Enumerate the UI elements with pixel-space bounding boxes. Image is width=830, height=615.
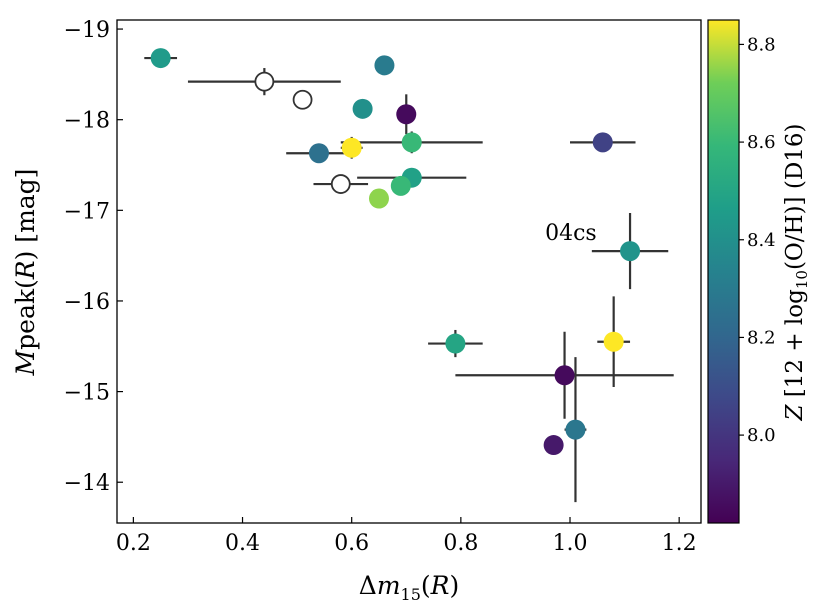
data-point xyxy=(554,365,575,386)
data-point xyxy=(592,132,613,153)
y-tick-label: −19 xyxy=(64,18,110,43)
data-point xyxy=(401,132,422,153)
data-point xyxy=(445,333,466,354)
x-tick-label: 1.0 xyxy=(553,531,588,556)
data-point xyxy=(352,98,373,119)
data-point xyxy=(374,55,395,76)
x-axis-label: Δm15(R) xyxy=(359,571,460,604)
colorbar-tick-label: 8.4 xyxy=(747,230,776,251)
data-point xyxy=(390,175,411,196)
x-tick-label: 1.2 xyxy=(662,531,697,556)
data-point xyxy=(603,331,624,352)
y-axis-label: Mpeak(R) [mag] xyxy=(11,169,40,377)
x-tick-label: 0.4 xyxy=(225,531,260,556)
x-axis: 0.2 0.4 0.6 0.8 1.0 1.2 xyxy=(116,517,697,556)
data-point xyxy=(341,137,362,158)
y-tick-label: −17 xyxy=(64,199,110,224)
y-tick-label: −18 xyxy=(64,109,110,134)
colorbar-tick-label: 8.0 xyxy=(747,425,776,446)
data-point xyxy=(396,104,417,125)
data-point-open xyxy=(292,89,313,110)
data-point xyxy=(620,241,641,262)
data-point-open xyxy=(330,174,351,194)
y-tick-label: −16 xyxy=(64,290,110,315)
x-tick-label: 0.2 xyxy=(116,531,151,556)
colorbar-tick-label: 8.6 xyxy=(747,132,776,153)
plot-frame xyxy=(116,19,702,524)
data-point xyxy=(565,419,586,440)
colorbar-tick-label: 8.2 xyxy=(747,327,776,348)
data-point xyxy=(150,48,171,69)
data-point xyxy=(368,188,389,209)
colorbar-ticks: 8.0 8.2 8.4 8.6 8.8 xyxy=(739,34,776,446)
colorbar-tick-label: 8.8 xyxy=(747,34,776,55)
x-tick-label: 0.8 xyxy=(443,531,478,556)
data-point-open xyxy=(254,71,275,92)
y-tick-label: −15 xyxy=(64,381,110,406)
markers xyxy=(150,48,641,456)
x-tick-label: 0.6 xyxy=(334,531,369,556)
data-point xyxy=(543,435,564,456)
data-point xyxy=(308,143,329,164)
colorbar-label: Z [12 + log10(O/H)] (D16) xyxy=(782,124,811,422)
y-tick-label: −14 xyxy=(64,471,110,496)
colorbar: 8.0 8.2 8.4 8.6 8.8 xyxy=(707,19,776,524)
y-axis: −19 −18 −17 −16 −15 −14 xyxy=(64,18,123,496)
colorbar-gradient xyxy=(707,19,740,524)
annotation-label: 04cs xyxy=(545,221,597,246)
